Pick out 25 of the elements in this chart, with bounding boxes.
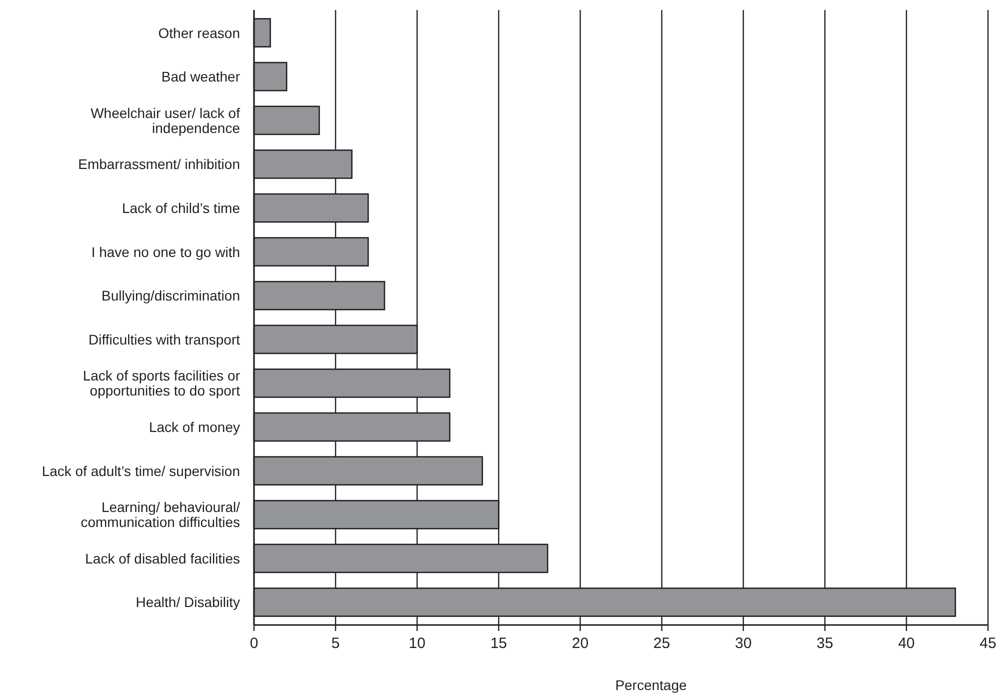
x-tick-label: 40 [898, 635, 915, 652]
y-tick-label: Difficulties with transport [88, 331, 240, 348]
x-axis-title: Percentage [615, 677, 688, 693]
y-tick-label: Lack of disabled facilities [85, 550, 240, 566]
y-tick-label: Lack of money [148, 419, 240, 436]
x-tick-label: 45 [980, 635, 996, 652]
y-tick-label: I have no one to go with [91, 244, 240, 260]
y-tick-label: Bullying/discrimination [101, 288, 240, 304]
x-tick-label: 15 [490, 635, 508, 652]
y-tick-label: Health/ Disability [136, 594, 240, 610]
y-tick-label: Learning/ behavioural/ communication difficulties [80, 499, 240, 530]
x-tick-label: 0 [250, 635, 258, 652]
y-tick-label: Lack of child’s time [122, 200, 240, 216]
x-tick-label: 25 [653, 635, 670, 652]
y-tick-label: Bad weather [161, 68, 240, 85]
x-tick-label: 20 [572, 635, 589, 652]
y-tick-label: Lack of adult’s time/ supervision [42, 462, 240, 479]
x-tick-label: 30 [734, 635, 752, 652]
x-tick-label: 10 [408, 635, 426, 652]
y-tick-label: Embarrassment/ inhibition [78, 156, 240, 172]
y-tick-label: Wheelchair user/ lack of independence [90, 104, 240, 136]
x-tick-label: 5 [331, 635, 340, 652]
x-tick-label: 35 [816, 635, 834, 652]
y-tick-label: Other reason [158, 24, 240, 41]
y-tick-label: Lack of sports facilities or opportunities to do sport [82, 368, 240, 399]
